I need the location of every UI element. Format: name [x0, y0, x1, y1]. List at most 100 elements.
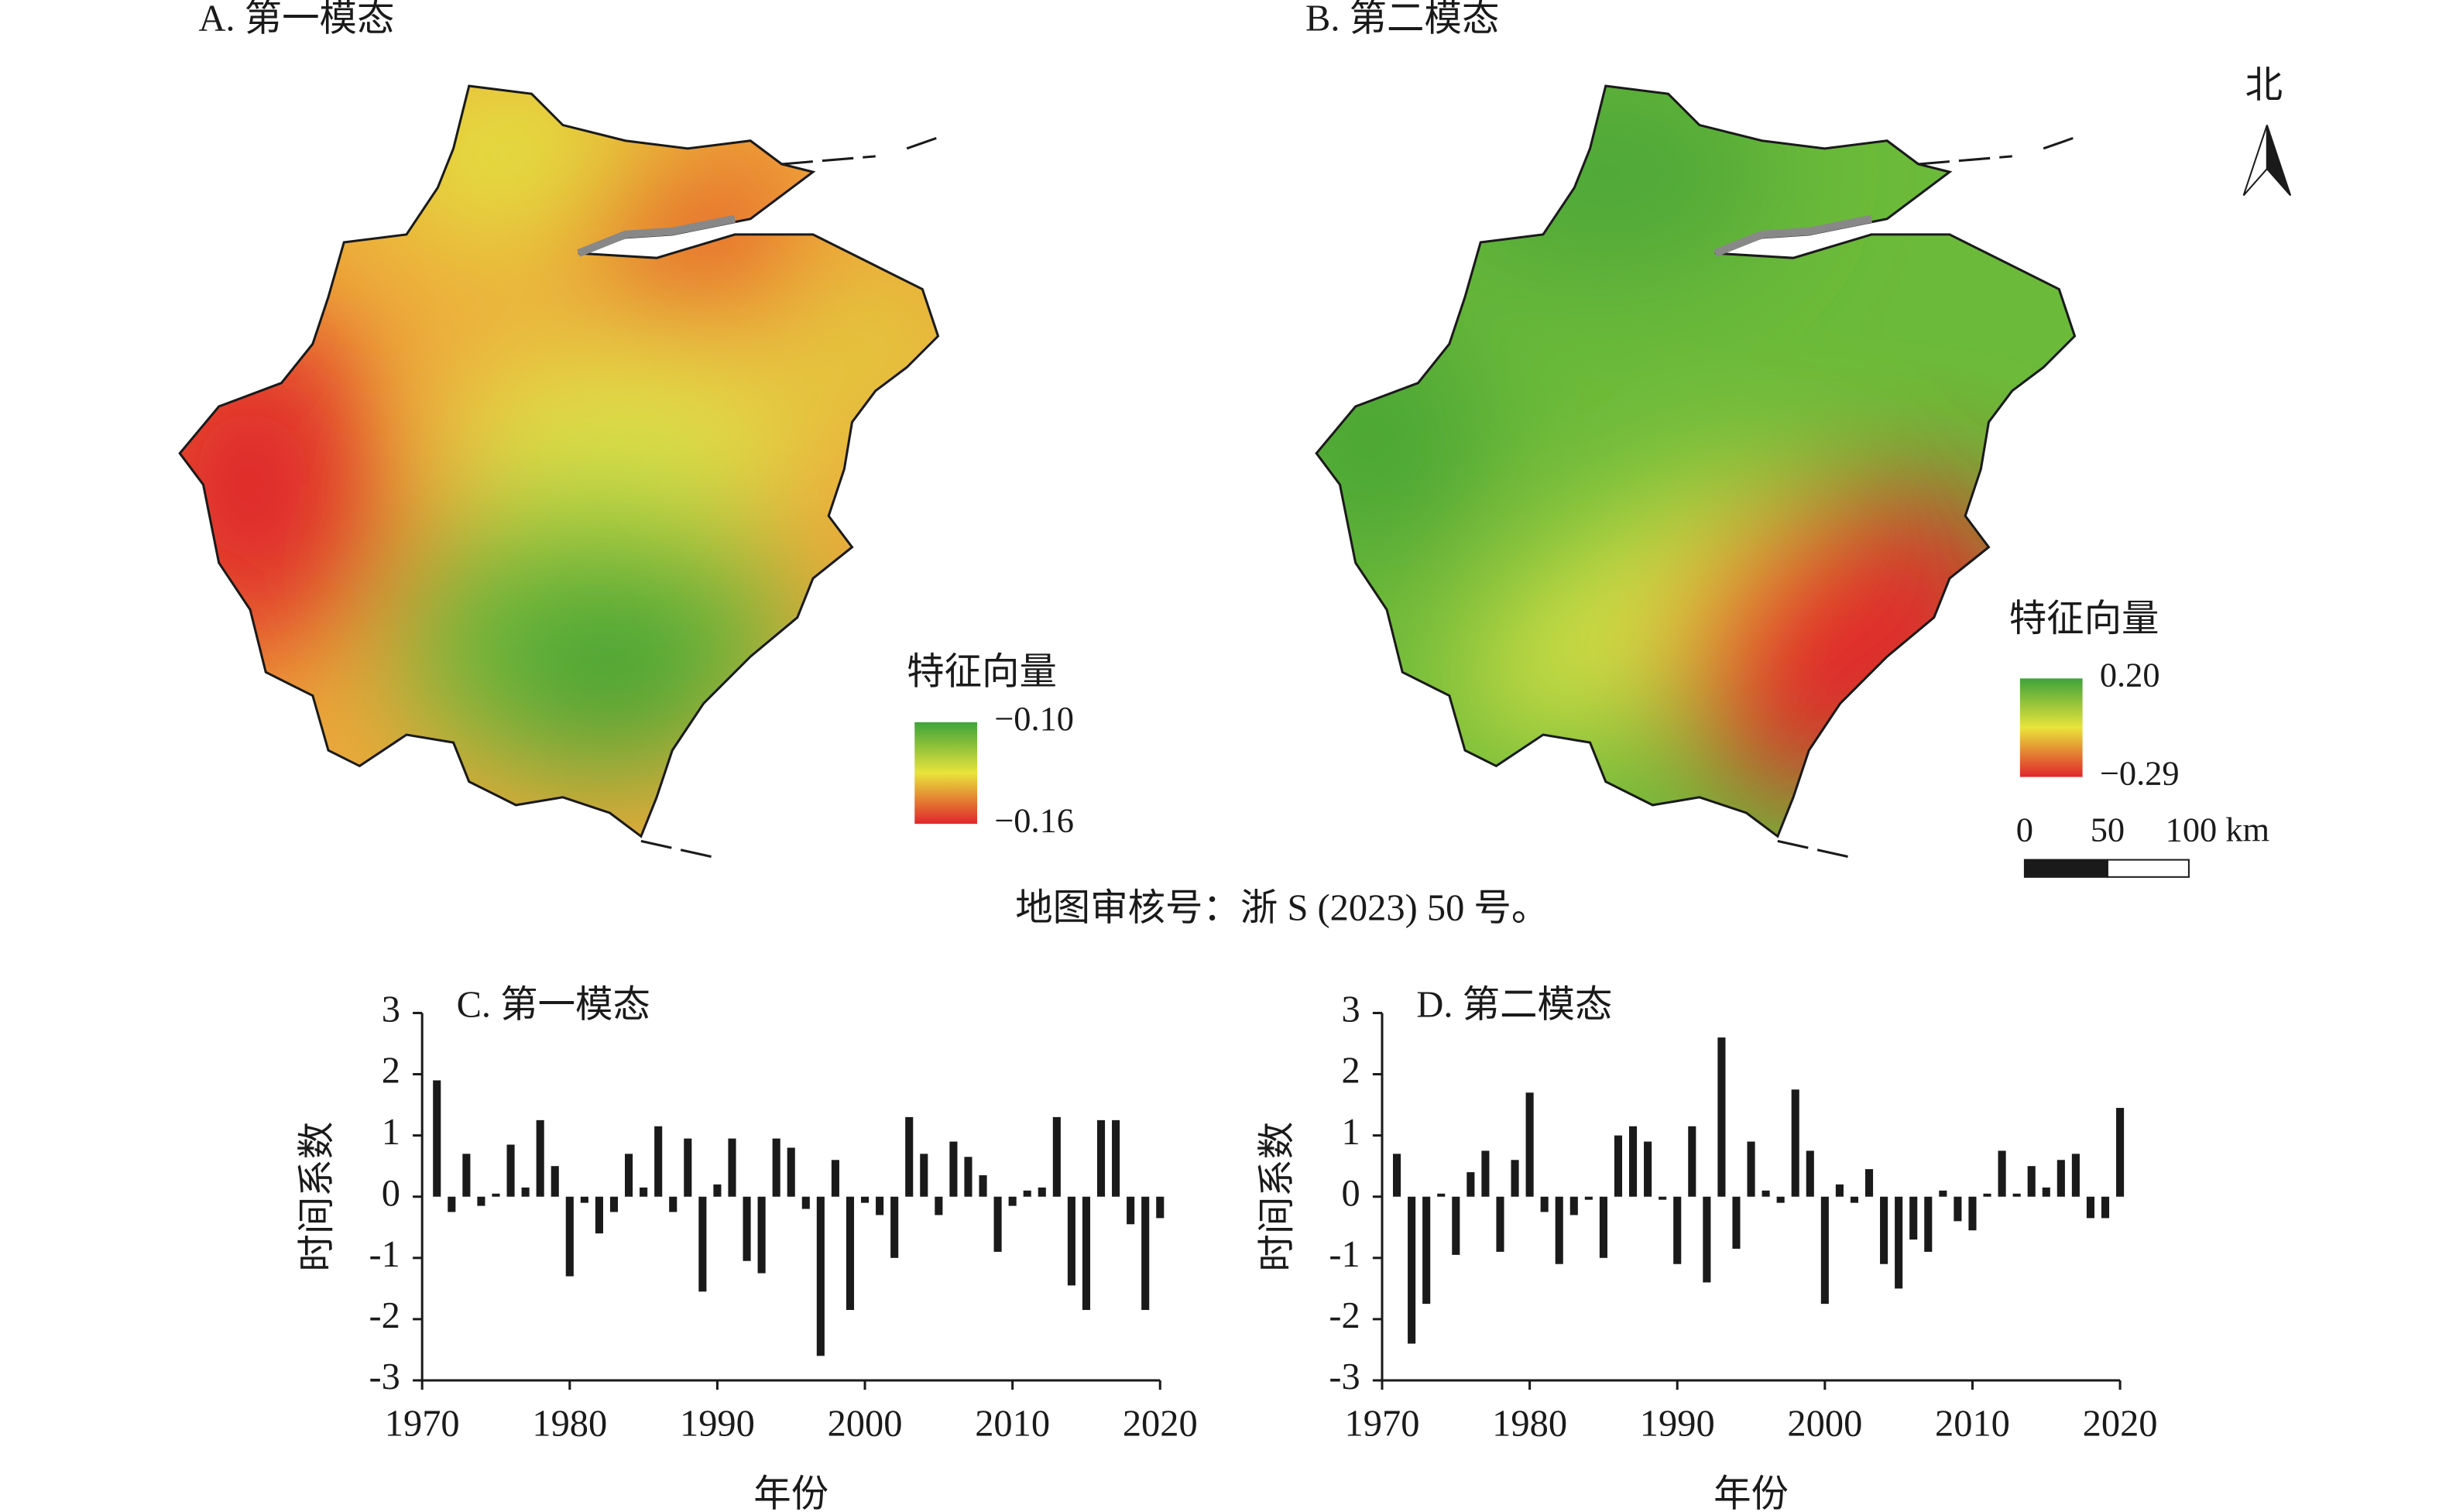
legend-label: −0.29 — [2100, 754, 2180, 793]
bar — [1008, 1196, 1017, 1206]
y-tick-label: -2 — [1329, 1295, 1360, 1336]
scale-segment — [2106, 859, 2190, 878]
bar — [506, 1144, 515, 1197]
bar — [1393, 1154, 1401, 1197]
bar — [757, 1196, 766, 1274]
bar — [876, 1196, 884, 1215]
scale-label: 0 — [2016, 810, 2033, 849]
legend-ramp — [2019, 678, 2083, 777]
bar — [1540, 1196, 1549, 1212]
bar — [905, 1116, 914, 1197]
bar — [1806, 1150, 1814, 1197]
bar — [433, 1080, 441, 1197]
bar — [1496, 1196, 1504, 1252]
bar — [993, 1196, 1002, 1252]
bar — [1998, 1150, 2006, 1197]
bar — [1732, 1196, 1741, 1249]
bar — [1688, 1126, 1696, 1197]
river — [1713, 214, 1873, 257]
bar — [1820, 1196, 1829, 1305]
map-a-surface — [180, 86, 938, 837]
y-tick-label: -1 — [369, 1234, 400, 1275]
bar — [521, 1187, 530, 1197]
y-tick-label: 2 — [1341, 1051, 1360, 1092]
bar — [979, 1175, 987, 1197]
bar — [1584, 1196, 1593, 1200]
map-title: A. 第一模态 — [198, 0, 394, 39]
bar — [831, 1160, 839, 1197]
y-axis-label: 时间系数 — [297, 1122, 338, 1272]
bar — [1628, 1126, 1638, 1197]
bar — [492, 1193, 500, 1197]
x-tick-label: 1970 — [1345, 1404, 1420, 1445]
boundary — [640, 136, 939, 859]
bar — [743, 1196, 751, 1261]
y-tick-label: 3 — [382, 989, 400, 1030]
x-tick-label: 1970 — [385, 1404, 460, 1445]
bar — [1762, 1190, 1770, 1197]
bar — [713, 1184, 722, 1197]
bar — [1673, 1196, 1682, 1264]
bar — [1983, 1193, 1991, 1197]
bar — [2101, 1196, 2110, 1219]
legend-title: 特征向量 — [2009, 598, 2159, 639]
bar-chart: -3 -2 -1 0 1 2 3 1970 1980 1990 2000 2010 2020 C. 第一模… — [297, 985, 1198, 1512]
bar — [654, 1126, 663, 1197]
map-title: B. 第二模态 — [1305, 0, 1499, 39]
bar — [580, 1196, 588, 1203]
bar — [1659, 1196, 1667, 1200]
bar — [1954, 1196, 1962, 1222]
y-tick-label: 0 — [382, 1173, 400, 1214]
bar — [1703, 1196, 1711, 1283]
y-axis-label: 时间系数 — [1257, 1122, 1298, 1272]
bar — [949, 1141, 958, 1197]
north-arrow: 北 — [2242, 65, 2292, 197]
bar — [684, 1138, 692, 1197]
bar — [1422, 1196, 1431, 1305]
chart-title: D. 第二模态 — [1416, 985, 1612, 1026]
bar — [846, 1196, 855, 1311]
boundary — [1777, 136, 2076, 859]
bar — [1067, 1196, 1075, 1286]
bar — [1023, 1190, 1031, 1197]
north-label: 北 — [2245, 65, 2283, 106]
bar — [920, 1154, 928, 1197]
arrow-half — [2266, 125, 2292, 197]
bar — [2012, 1193, 2021, 1197]
x-tick-label: 1990 — [1640, 1404, 1715, 1445]
bar — [1511, 1160, 1519, 1197]
x-axis-label: 年份 — [1713, 1474, 1789, 1512]
bar — [536, 1119, 544, 1197]
bar — [625, 1154, 633, 1197]
bar — [1717, 1037, 1726, 1197]
bar — [2027, 1166, 2036, 1197]
bar — [1835, 1184, 1844, 1197]
bar — [1408, 1196, 1416, 1344]
y-tick-label: -3 — [369, 1356, 400, 1397]
bar — [595, 1196, 603, 1234]
bar — [728, 1138, 736, 1197]
bar — [2116, 1108, 2125, 1197]
y-tick-label: 1 — [1341, 1112, 1360, 1153]
bar — [1437, 1193, 1446, 1197]
map-a: A. 第一模态 特征向量 −0.10 −0.16 — [178, 0, 1074, 859]
x-tick-label: 1980 — [532, 1404, 607, 1445]
legend-label: −0.16 — [994, 801, 1074, 839]
y-tick-label: -3 — [1329, 1356, 1360, 1397]
bar — [1968, 1196, 1977, 1231]
bar — [860, 1196, 870, 1203]
bar — [890, 1196, 899, 1258]
legend-label: −0.10 — [994, 699, 1074, 738]
y-tick-label: 3 — [1341, 989, 1360, 1030]
x-axis-label: 年份 — [753, 1474, 828, 1512]
bar — [1082, 1196, 1091, 1311]
bar — [787, 1147, 795, 1197]
bar — [964, 1157, 973, 1197]
x-tick-label: 2010 — [1935, 1404, 2010, 1445]
bar — [1909, 1196, 1918, 1240]
x-tick-label: 1990 — [680, 1404, 755, 1445]
x-tick-label: 2020 — [1123, 1404, 1198, 1445]
bar-chart: -3 -2 -1 0 1 2 3 1970 1980 1990 2000 2010 2020 D. 第二模… — [1257, 985, 2158, 1512]
